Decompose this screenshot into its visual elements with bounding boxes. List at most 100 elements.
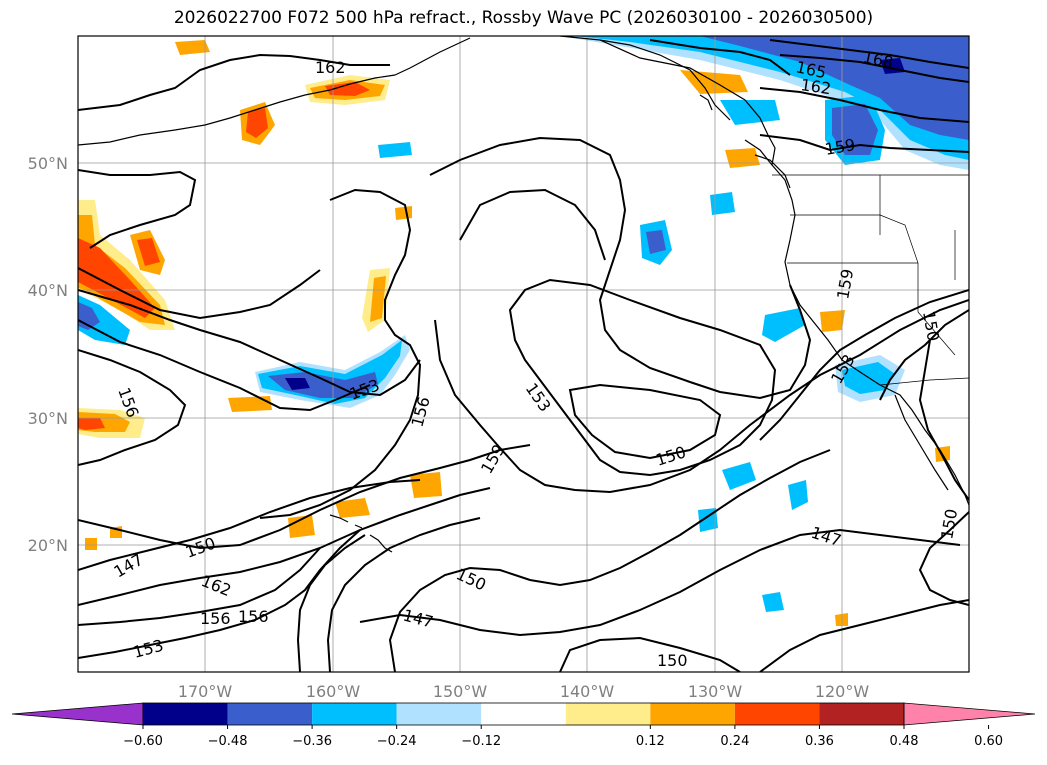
colorbar-tick-label: −0.36 xyxy=(292,734,332,749)
colorbar-bin xyxy=(227,703,313,725)
contour-east-2 xyxy=(879,309,969,401)
lat-label-30n: 30°N xyxy=(28,409,68,428)
contour-south-1 xyxy=(78,444,531,550)
colorbar-tick-label: 0.48 xyxy=(890,734,919,749)
contour-south-7 xyxy=(326,517,481,672)
colorbar: −0.60 −0.48 −0.36 −0.24 −0.12 0.12 0.24 0.36 0.4… xyxy=(11,702,1036,749)
contour-north-2 xyxy=(78,169,197,249)
anomaly-positive-32n xyxy=(228,396,272,412)
anomaly-negative-ne-small xyxy=(378,142,412,158)
us-west-coast xyxy=(784,214,881,386)
colorbar-tick-label: 0.36 xyxy=(805,734,834,749)
alaska-coast xyxy=(559,36,776,166)
anomaly-positive-45n xyxy=(395,206,412,220)
vancouver-island xyxy=(754,154,791,189)
anomaly-negative-ne-small2 xyxy=(710,192,735,215)
lon-label-120w: 120°W xyxy=(815,682,870,701)
colorbar-bin xyxy=(312,703,397,725)
contour-ne-3 xyxy=(759,87,969,123)
colorbar-extend-low xyxy=(11,702,144,726)
lon-label-160w: 160°W xyxy=(306,682,361,701)
state-border-id xyxy=(879,175,919,264)
colorbar-tick-label: −0.48 xyxy=(208,734,248,749)
anomaly-positive-w2-red xyxy=(137,238,160,266)
baja-peninsula xyxy=(894,394,949,491)
colorbar-tick-label: −0.24 xyxy=(377,734,417,749)
contour-east-1 xyxy=(759,289,969,441)
bc-coast xyxy=(744,139,796,216)
us-mexico-border xyxy=(879,377,969,386)
contour-ne-2 xyxy=(769,39,969,69)
anomaly-positive-40n-central-core xyxy=(370,276,386,322)
contour-ne-1 xyxy=(779,54,969,83)
anomaly-positive-27n xyxy=(410,472,442,498)
longitude-labels: 170°W 160°W 150°W 140°W 130°W 120°W xyxy=(178,682,870,701)
map-frame xyxy=(77,35,970,673)
contour-150-inner xyxy=(568,383,722,460)
anomaly-positive-top xyxy=(175,40,210,55)
anomaly-negative-west xyxy=(78,295,130,345)
anomaly-positive-30n-red xyxy=(78,418,105,430)
contour-south-8 xyxy=(388,449,831,672)
latitude-labels: 50°N 40°N 30°N 20°N xyxy=(28,154,68,555)
lon-label-140w: 140°W xyxy=(560,682,615,701)
anomaly-negative-24n xyxy=(788,480,808,510)
anomaly-positive-small2 xyxy=(835,613,848,626)
anomaly-positive-aleutian-red xyxy=(325,82,370,96)
gridlines xyxy=(78,36,969,672)
anomaly-positive-small3 xyxy=(85,538,97,550)
anomaly-positive-aleutian2-red xyxy=(246,108,268,138)
anomaly-positive-23n xyxy=(335,498,370,518)
colorbar-bin xyxy=(734,703,820,725)
contour-central-1 xyxy=(429,136,812,400)
contour-south-2 xyxy=(78,479,421,571)
contour-south-3 xyxy=(78,487,491,606)
colorbar-tick-label: 0.12 xyxy=(636,734,665,749)
contour-east-3 xyxy=(918,339,969,501)
contour-ne-5 xyxy=(649,39,791,76)
contour-ne-4 xyxy=(759,134,969,153)
contour-central-2 xyxy=(459,188,606,261)
lat-label-50n: 50°N xyxy=(28,154,68,173)
contour-159 xyxy=(434,299,969,494)
anomaly-positive-21n xyxy=(288,515,315,538)
alaska-peninsula xyxy=(394,37,471,76)
colorbar-extend-high xyxy=(903,702,1036,726)
colorbar-bin xyxy=(481,703,566,725)
lat-label-40n: 40°N xyxy=(28,281,68,300)
contour-147-south xyxy=(359,528,961,637)
contour-west-band-2 xyxy=(78,289,421,397)
contour-east-south xyxy=(918,511,969,606)
contour-153-loop xyxy=(508,278,777,477)
colorbar-tick-label: 0.60 xyxy=(974,734,1003,749)
colorbar-bin xyxy=(143,703,228,725)
contour-bottom-right xyxy=(759,599,969,672)
political-borders xyxy=(772,174,969,386)
anomaly-negative-25n xyxy=(722,462,756,490)
contour-west-band-1 xyxy=(78,267,321,320)
contour-label: 162 xyxy=(799,75,832,98)
colorbar-tick-label: 0.24 xyxy=(720,734,749,749)
contour-30n-west xyxy=(78,349,187,466)
anomaly-positive-ne2 xyxy=(725,148,760,168)
colorbar-bin xyxy=(396,703,482,725)
colorbar-bin xyxy=(650,703,735,725)
anomaly-negative-ne3 xyxy=(720,100,780,125)
anomaly-negative-40n-core xyxy=(646,230,666,254)
colorbar-frame xyxy=(142,702,905,726)
map-title: 2026022700 F072 500 hPa refract., Rossby… xyxy=(173,8,874,28)
map-background xyxy=(78,36,969,672)
colorbar-bin xyxy=(565,703,651,725)
contour-label: 156 xyxy=(238,607,269,626)
colorbar-ticks: −0.60 −0.48 −0.36 −0.24 −0.12 0.12 0.24 0.36 0.4… xyxy=(123,725,1003,749)
contour-label: 156 xyxy=(200,609,231,628)
lon-label-170w: 170°W xyxy=(178,682,233,701)
aleutian-chain xyxy=(78,74,396,146)
contour-west-band-3 xyxy=(78,319,371,412)
anomaly-negative-coast xyxy=(762,308,805,342)
lon-label-130w: 130°W xyxy=(688,682,743,701)
anomaly-negative-ne2-core xyxy=(832,104,878,155)
colorbar-bins xyxy=(11,702,1036,726)
contour-label: 162 xyxy=(315,58,346,77)
